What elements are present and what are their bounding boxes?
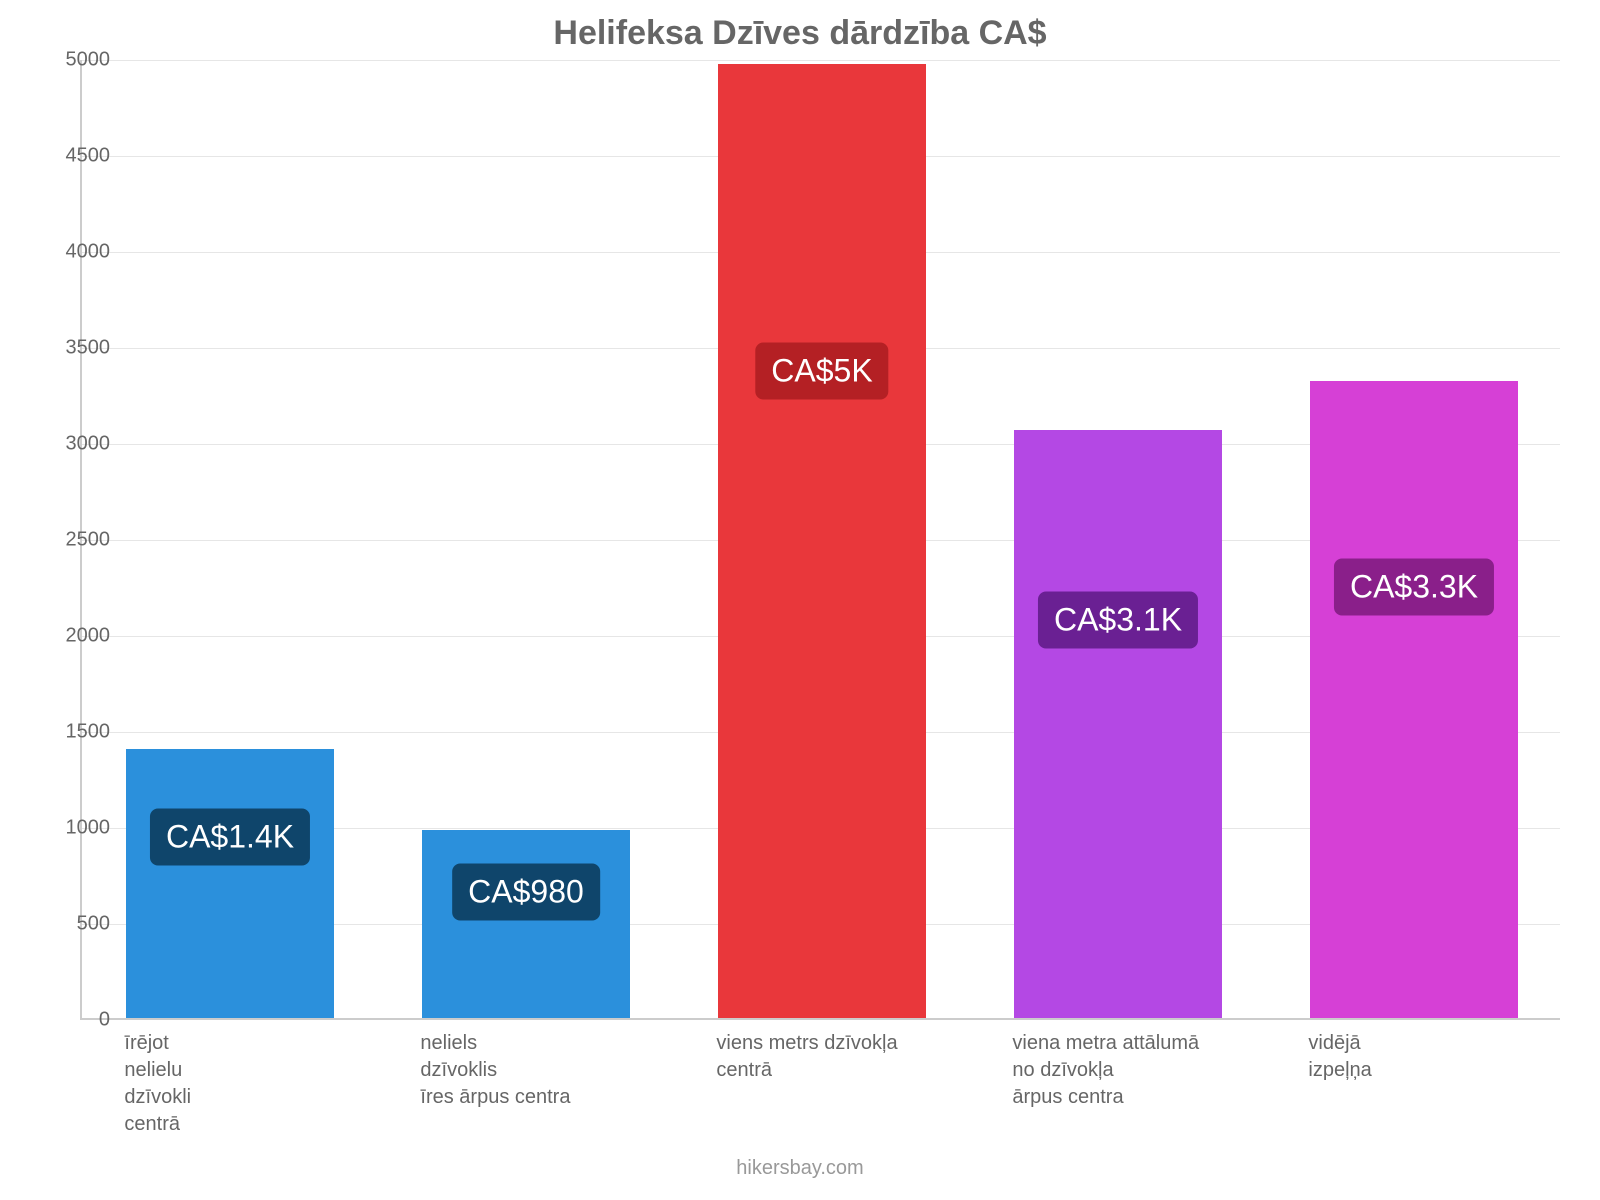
y-tick-label: 2500 — [50, 529, 110, 552]
bar-value-label: CA$5K — [755, 343, 888, 400]
x-tick-label: neliels dzīvoklis īres ārpus centra — [420, 1030, 627, 1111]
y-tick-label: 4000 — [50, 241, 110, 264]
bar — [126, 749, 333, 1018]
attribution-text: hikersbay.com — [0, 1157, 1600, 1180]
bar — [422, 830, 629, 1018]
plot-area: CA$1.4K CA$980 CA$5K CA$3.1K CA$3.3K — [80, 60, 1560, 1020]
bar-value-label: CA$3.3K — [1334, 558, 1494, 615]
cost-of-living-chart: Helifeksa Dzīves dārdzība CA$ CA$1.4KCA$… — [0, 0, 1600, 1200]
x-tick-label: īrējot nelielu dzīvokli centrā — [124, 1030, 331, 1138]
y-tick-label: 0 — [50, 1009, 110, 1032]
gridline — [82, 60, 1560, 61]
chart-title: Helifeksa Dzīves dārdzība CA$ — [0, 14, 1600, 53]
y-tick-label: 3500 — [50, 337, 110, 360]
x-tick-label: vidējā izpeļņa — [1308, 1030, 1515, 1084]
y-tick-label: 1000 — [50, 817, 110, 840]
x-tick-label: viena metra attālumā no dzīvokļa ārpus c… — [1012, 1030, 1219, 1111]
y-tick-label: 500 — [50, 913, 110, 936]
y-tick-label: 4500 — [50, 145, 110, 168]
y-tick-label: 2000 — [50, 625, 110, 648]
y-tick-label: 3000 — [50, 433, 110, 456]
bar — [718, 64, 925, 1018]
bar — [1310, 381, 1517, 1018]
y-tick-label: 5000 — [50, 49, 110, 72]
bar-value-label: CA$980 — [452, 864, 600, 921]
bar-value-label: CA$1.4K — [150, 809, 310, 866]
x-tick-label: viens metrs dzīvokļa centrā — [716, 1030, 923, 1084]
bar — [1014, 430, 1221, 1018]
y-tick-label: 1500 — [50, 721, 110, 744]
bar-value-label: CA$3.1K — [1038, 592, 1198, 649]
